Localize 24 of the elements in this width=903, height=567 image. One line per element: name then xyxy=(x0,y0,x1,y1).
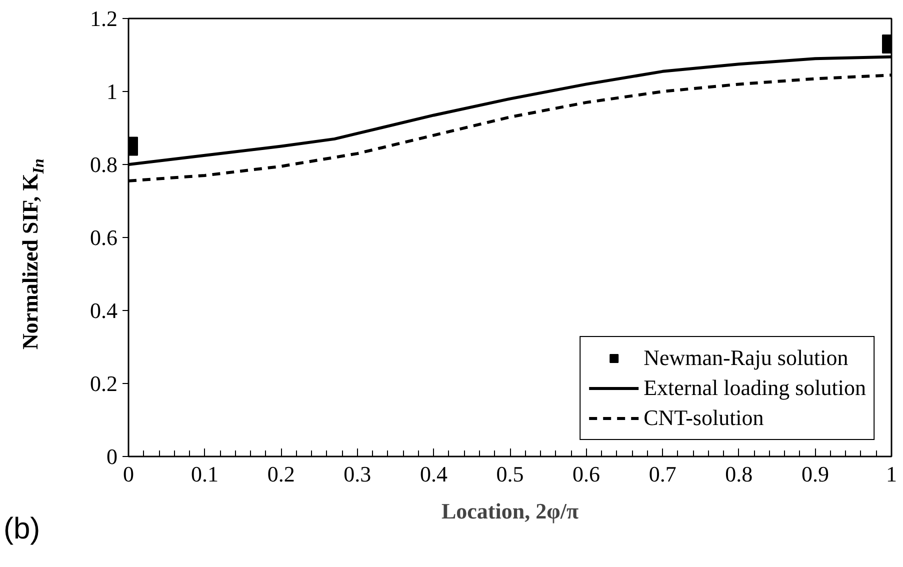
x-tick-label: 0.3 xyxy=(344,462,372,486)
y-axis-title: Normalized SIF, KIn xyxy=(18,158,48,350)
y-tick-label: 0 xyxy=(106,444,118,469)
text: (b) xyxy=(4,512,40,546)
y-tick-label: 0.6 xyxy=(90,225,118,250)
x-tick-label: 0.6 xyxy=(572,462,600,486)
x-tick-label: 0.2 xyxy=(267,462,295,486)
x-axis-title: Location, 2φ/π xyxy=(441,498,579,524)
y-tick-label: 0.2 xyxy=(90,371,118,396)
x-tick-label: 0.1 xyxy=(191,462,219,486)
y-tick-label: 0.8 xyxy=(90,152,118,177)
x-tick-label: 0.7 xyxy=(648,462,676,486)
x-tick-label: 0.9 xyxy=(801,462,829,486)
x-tick-label: 0.4 xyxy=(420,462,448,486)
x-tick-label: 0.5 xyxy=(496,462,524,486)
x-tick-label: 0 xyxy=(123,462,134,486)
y-tick-label: 1 xyxy=(106,79,118,104)
x-tick-label: 1 xyxy=(886,462,897,486)
legend-label: Newman-Raju solution xyxy=(644,345,848,371)
legend-label: CNT-solution xyxy=(644,405,764,431)
legend-label: External loading solution xyxy=(644,375,866,401)
y-tick-label: 1.2 xyxy=(90,6,118,31)
x-tick-label: 0.8 xyxy=(725,462,753,486)
y-tick-label: 0.4 xyxy=(90,298,118,323)
